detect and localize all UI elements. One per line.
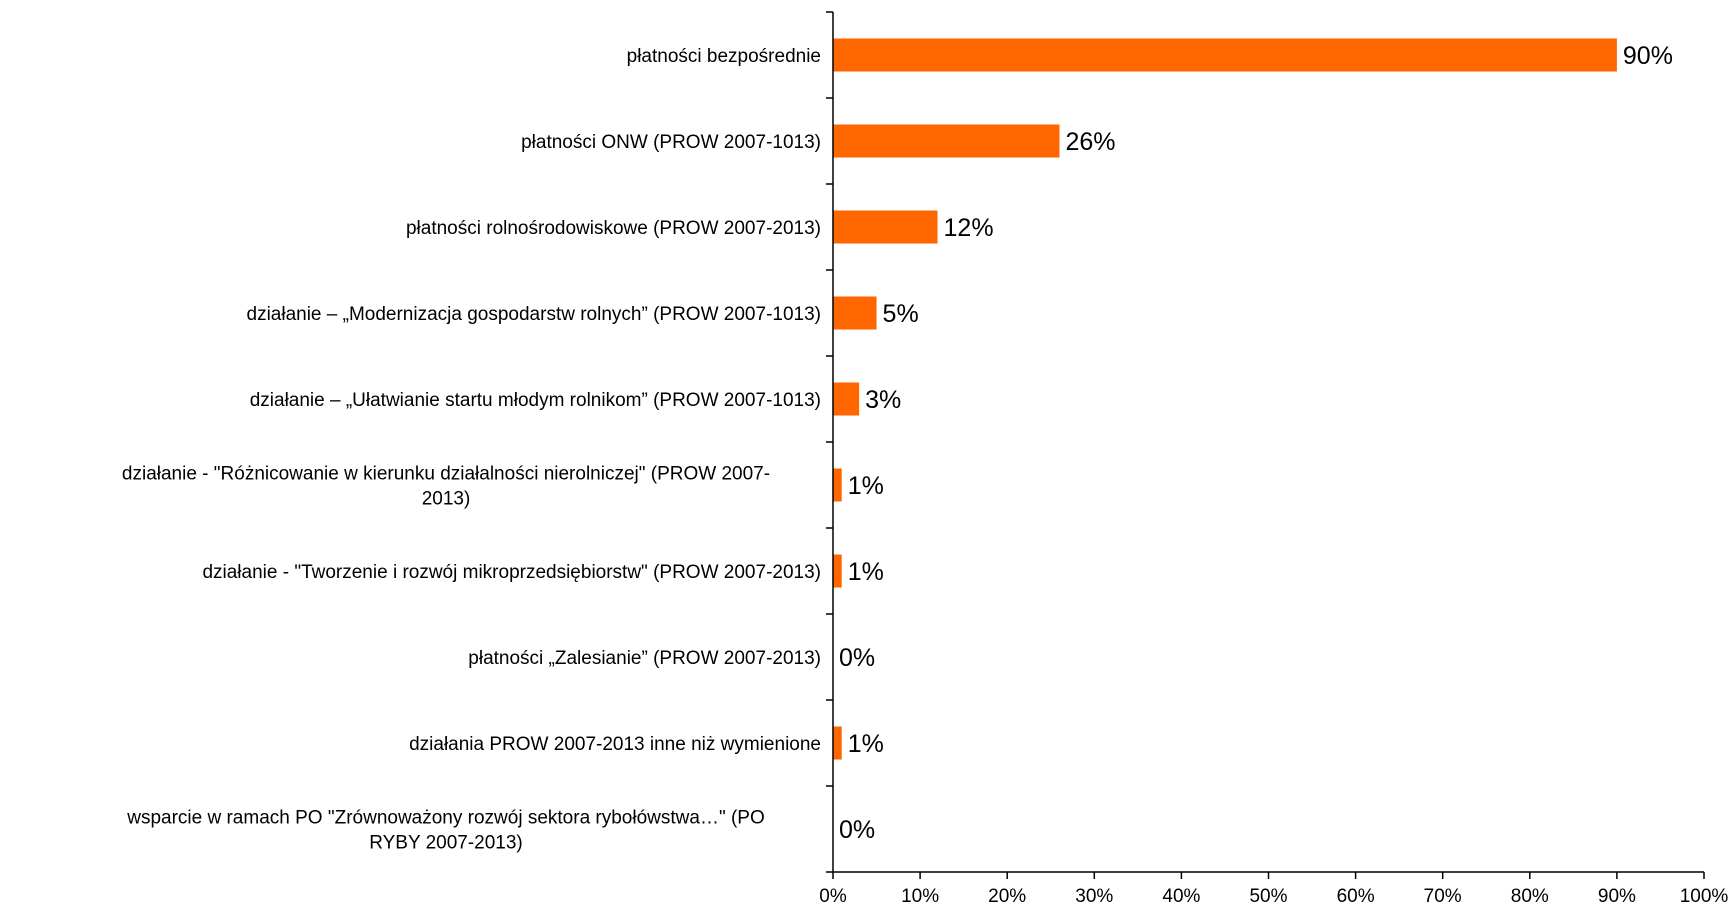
category-label: wsparcie w ramach PO "Zrównoważony rozwó…: [126, 808, 765, 854]
value-label: 12%: [944, 214, 994, 242]
category-label: działanie – „Ułatwianie startu młodym ro…: [250, 390, 821, 411]
bar-1: [833, 38, 1617, 72]
value-label: 0%: [839, 644, 875, 672]
x-tick-label: 60%: [1337, 886, 1375, 906]
category-label: działanie – „Modernizacja gospodarstw ro…: [247, 304, 822, 325]
bars-layer: [833, 38, 1617, 760]
x-tick-label: 10%: [901, 886, 939, 906]
category-label: działanie - "Różnicowanie w kierunku dzi…: [122, 464, 770, 510]
x-tick-label: 30%: [1075, 886, 1113, 906]
bar-9: [833, 726, 842, 760]
value-label: 0%: [839, 816, 875, 844]
category-label: płatności ONW (PROW 2007-1013): [521, 132, 821, 153]
category-label: płatności rolnośrodowiskowe (PROW 2007-2…: [406, 218, 821, 239]
category-labels: płatności bezpośrednie płatności ONW (PRO…: [122, 46, 821, 854]
category-label: płatności „Zalesianie” (PROW 2007-2013): [468, 648, 821, 669]
x-tick-label: 100%: [1680, 886, 1729, 906]
x-tick-label: 0%: [819, 886, 847, 906]
category-label: płatności bezpośrednie: [627, 46, 821, 67]
x-tick-labels: 0% 10% 20% 30% 40% 50% 60% 70% 80% 90% 100%: [819, 886, 1728, 906]
bar-7: [833, 554, 842, 588]
bar-6: [833, 468, 842, 502]
value-label: 1%: [848, 730, 884, 758]
category-label: działania PROW 2007-2013 inne niż wymien…: [409, 734, 821, 755]
value-labels: 90% 26% 12% 5% 3% 1% 1% 0% 1% 0%: [839, 42, 1673, 844]
x-tick-label: 50%: [1249, 886, 1287, 906]
value-label: 90%: [1623, 42, 1673, 70]
value-label: 3%: [865, 386, 901, 414]
bar-5: [833, 382, 860, 416]
x-tick-label: 20%: [988, 886, 1026, 906]
axes: [826, 11, 1705, 879]
value-label: 1%: [848, 472, 884, 500]
x-tick-label: 80%: [1511, 886, 1549, 906]
bar-2: [833, 124, 1060, 158]
x-tick-label: 70%: [1424, 886, 1462, 906]
bar-4: [833, 296, 877, 330]
x-tick-label: 40%: [1162, 886, 1200, 906]
bar-3: [833, 210, 938, 244]
value-label: 5%: [883, 300, 919, 328]
x-tick-label: 90%: [1598, 886, 1636, 906]
value-label: 1%: [848, 558, 884, 586]
category-label: działanie - "Tworzenie i rozwój mikroprz…: [202, 562, 821, 583]
value-label: 26%: [1065, 128, 1115, 156]
